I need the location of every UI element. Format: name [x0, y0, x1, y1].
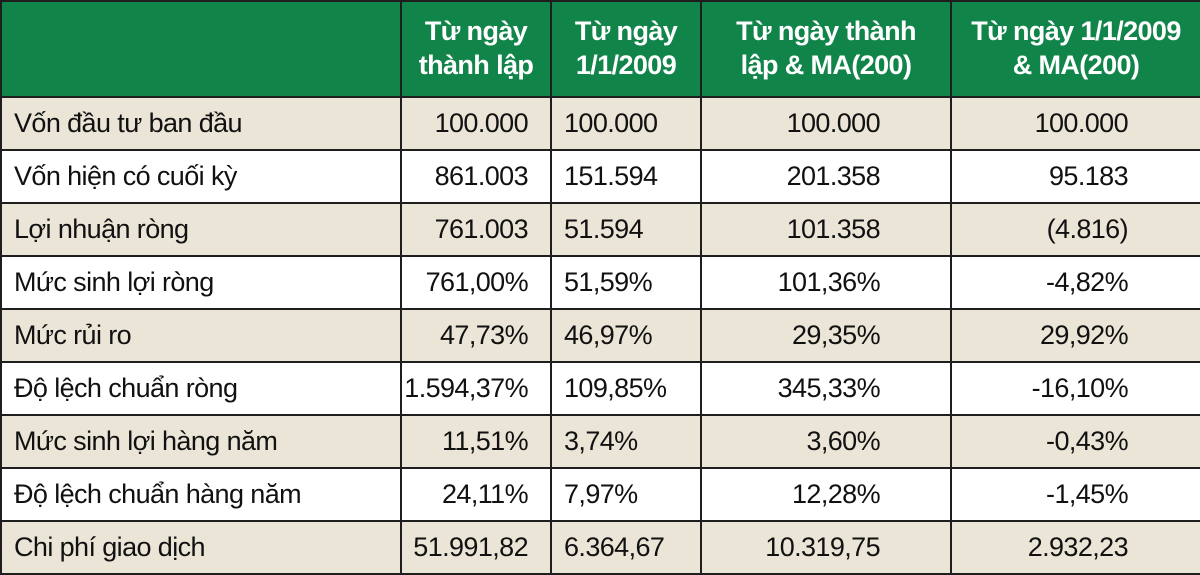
row-label: Chi phí giao dịch: [0, 520, 402, 575]
value-cell: 95.183: [950, 149, 1200, 204]
value-cell: 151.594: [550, 149, 702, 204]
value-cell: 51.991,82: [400, 520, 552, 575]
column-header-line: & MA(200): [1012, 50, 1140, 80]
table-row: Mức rủi ro 47,73% 46,97% 29,35% 29,92%: [0, 308, 1200, 363]
table-body: Vốn đầu tư ban đầu 100.000 100.000 100.000 1…: [0, 96, 1200, 575]
value-cell: -0,43%: [950, 414, 1200, 469]
value-cell: 51.594: [550, 202, 702, 257]
value-cell: 29,92%: [950, 308, 1200, 363]
table-row: Mức sinh lợi hàng năm 11,51% 3,74% 3,60% -0,…: [0, 414, 1200, 469]
value-cell: -16,10%: [950, 361, 1200, 416]
value-cell: -1,45%: [950, 467, 1200, 522]
column-header-line: 1/1/2009: [575, 50, 677, 80]
table-row: Vốn hiện có cuối kỳ 861.003 151.594 201.358…: [0, 149, 1200, 204]
value-cell: -4,82%: [950, 255, 1200, 310]
column-header: Từ ngày thành lập: [400, 0, 552, 98]
row-label: Mức sinh lợi ròng: [0, 255, 402, 310]
column-header-line: Từ ngày thành: [736, 16, 916, 47]
header-row: Từ ngày thành lập Từ ngày 1/1/2009 Từ ng…: [0, 0, 1200, 98]
row-label: Lợi nhuận ròng: [0, 202, 402, 257]
column-header-line: lập & MA(200): [740, 50, 912, 80]
header-corner-cell: [0, 0, 402, 98]
value-cell: 761.003: [400, 202, 552, 257]
column-header-line: thành lập: [418, 50, 534, 80]
column-header-line: Từ ngày 1/1/2009: [971, 16, 1181, 47]
value-cell: 7,97%: [550, 467, 702, 522]
row-label: Độ lệch chuẩn hàng năm: [0, 467, 402, 522]
value-cell: 12,28%: [700, 467, 952, 522]
value-cell: 3,74%: [550, 414, 702, 469]
column-header: Từ ngày thành lập & MA(200): [700, 0, 952, 98]
table-row: Lợi nhuận ròng 761.003 51.594 101.358 (4.816…: [0, 202, 1200, 257]
value-cell: 46,97%: [550, 308, 702, 363]
row-label: Vốn hiện có cuối kỳ: [0, 149, 402, 204]
value-cell: 101.358: [700, 202, 952, 257]
value-cell: 11,51%: [400, 414, 552, 469]
value-cell: 29,35%: [700, 308, 952, 363]
value-cell: (4.816): [950, 202, 1200, 257]
column-header-line: Từ ngày: [574, 16, 678, 47]
value-cell: 201.358: [700, 149, 952, 204]
table-row: Độ lệch chuẩn ròng 1.594,37% 109,85% 345,33…: [0, 361, 1200, 416]
value-cell: 100.000: [950, 96, 1200, 151]
value-cell: 109,85%: [550, 361, 702, 416]
table-row: Chi phí giao dịch 51.991,82 6.364,67 10.319…: [0, 520, 1200, 575]
value-cell: 101,36%: [700, 255, 952, 310]
value-cell: 47,73%: [400, 308, 552, 363]
value-cell: 100.000: [700, 96, 952, 151]
column-header-line: Từ ngày: [424, 16, 528, 47]
row-label: Độ lệch chuẩn ròng: [0, 361, 402, 416]
row-label: Vốn đầu tư ban đầu: [0, 96, 402, 151]
row-label: Mức rủi ro: [0, 308, 402, 363]
table-row: Vốn đầu tư ban đầu 100.000 100.000 100.000 1…: [0, 96, 1200, 151]
row-label: Mức sinh lợi hàng năm: [0, 414, 402, 469]
value-cell: 100.000: [400, 96, 552, 151]
value-cell: 3,60%: [700, 414, 952, 469]
table-row: Mức sinh lợi ròng 761,00% 51,59% 101,36% -4,…: [0, 255, 1200, 310]
value-cell: 1.594,37%: [400, 361, 552, 416]
value-cell: 10.319,75: [700, 520, 952, 575]
value-cell: 761,00%: [400, 255, 552, 310]
value-cell: 100.000: [550, 96, 702, 151]
value-cell: 24,11%: [400, 467, 552, 522]
value-cell: 345,33%: [700, 361, 952, 416]
table-row: Độ lệch chuẩn hàng năm 24,11% 7,97% 12,28% -…: [0, 467, 1200, 522]
value-cell: 51,59%: [550, 255, 702, 310]
table-header: Từ ngày thành lập Từ ngày 1/1/2009 Từ ng…: [0, 0, 1200, 98]
value-cell: 6.364,67: [550, 520, 702, 575]
value-cell: 861.003: [400, 149, 552, 204]
value-cell: 2.932,23: [950, 520, 1200, 575]
column-header: Từ ngày 1/1/2009 & MA(200): [950, 0, 1200, 98]
column-header: Từ ngày 1/1/2009: [550, 0, 702, 98]
